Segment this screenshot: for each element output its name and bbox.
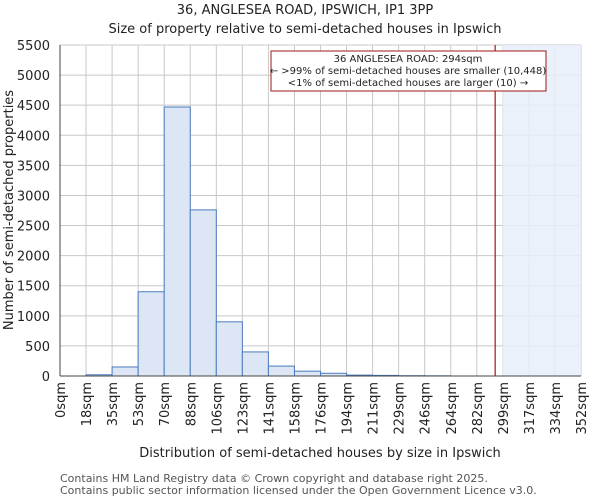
y-tick-label: 5500	[17, 39, 50, 54]
y-tick-label: 3500	[17, 159, 50, 174]
histogram-bar	[293, 370, 322, 377]
x-tick-label: 35sqm	[106, 382, 121, 426]
histogram-bar	[267, 365, 295, 377]
histogram-bar	[111, 366, 139, 377]
x-tick-label: 53sqm	[132, 382, 147, 426]
y-tick-label: 500	[25, 340, 50, 355]
shade-layer	[502, 45, 581, 376]
y-tick-label: 2000	[17, 250, 50, 265]
x-tick-label: 158sqm	[288, 382, 303, 435]
x-tick-label: 123sqm	[236, 382, 251, 435]
x-tick-label: 0sqm	[54, 382, 69, 418]
annotation-frame	[270, 50, 547, 92]
y-tick-label: 2500	[17, 220, 50, 235]
histogram-bar	[241, 351, 269, 377]
y-tick-label: 0	[42, 370, 50, 385]
x-tick-label: 282sqm	[471, 382, 486, 435]
x-tick-label: 246sqm	[419, 382, 434, 435]
x-tick-label: 299sqm	[497, 382, 512, 435]
annotation-line-2: ← >99% of semi-detached houses are small…	[270, 66, 547, 77]
x-tick-label: 264sqm	[445, 382, 460, 435]
histogram-bar	[189, 209, 217, 377]
x-tick-label: 18sqm	[80, 382, 95, 426]
x-tick-label: 176sqm	[315, 382, 330, 435]
y-tick-label: 1000	[17, 310, 50, 325]
x-tick-label: 88sqm	[184, 382, 199, 426]
annotation-line-1: 36 ANGLESEA ROAD: 294sqm	[334, 54, 483, 65]
x-tick-label: 352sqm	[575, 382, 590, 435]
x-tick-label: 106sqm	[210, 382, 225, 435]
bar-layer	[85, 106, 452, 377]
histogram-bar	[215, 321, 243, 377]
x-tick-label: 211sqm	[367, 382, 382, 435]
larger-region-shade	[502, 45, 581, 376]
footer-line-1: Contains HM Land Registry data © Crown c…	[60, 472, 488, 485]
histogram-bar	[137, 291, 165, 377]
y-tick-label: 4500	[17, 99, 50, 114]
histogram-bar	[163, 106, 191, 377]
y-tick-label: 5000	[17, 69, 50, 84]
x-tick-label: 317sqm	[523, 382, 538, 435]
x-tick-label: 334sqm	[549, 382, 564, 435]
axis-layer: 0 500 1000 1500 2000 2500 3000 3500 4000 4500 5000…	[17, 39, 590, 435]
x-tick-label: 194sqm	[341, 382, 356, 435]
y-tick-label: 4000	[17, 129, 50, 144]
footer-line-2: Contains public sector information licen…	[60, 484, 537, 497]
x-tick-label: 229sqm	[393, 382, 408, 435]
y-axis-label: Number of semi-detached properties	[2, 90, 17, 330]
x-tick-label: 141sqm	[262, 382, 277, 435]
annotation-box: 36 ANGLESEA ROAD: 294sqm ← >99% of semi-…	[270, 50, 547, 92]
chart-title: 36, ANGLESEA ROAD, IPSWICH, IP1 3PP	[177, 3, 434, 18]
annotation-line-3: <1% of semi-detached houses are larger (…	[288, 78, 528, 89]
x-tick-label: 70sqm	[158, 382, 173, 426]
x-axis-label: Distribution of semi-detached houses by …	[139, 446, 500, 461]
y-tick-label: 3000	[17, 189, 50, 204]
y-tick-label: 1500	[17, 280, 50, 295]
chart-subtitle: Size of property relative to semi-detach…	[108, 22, 501, 37]
